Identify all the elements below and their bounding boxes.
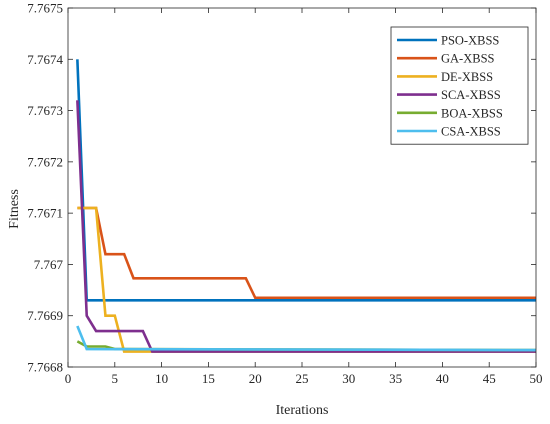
x-tick-label: 15	[202, 371, 215, 386]
y-axis-label: Fitness	[7, 189, 22, 229]
axes: 0 5 10 15 20 25 30 35 40 45 50 7.7668 7.7669 7.767 7.7…	[27, 1, 542, 387]
x-tick-label: 5	[112, 371, 119, 386]
y-tick-label: 7.7672	[27, 154, 63, 169]
x-tick-label: 40	[436, 371, 449, 386]
y-tick-label: 7.7673	[27, 103, 63, 118]
x-tick-label: 0	[65, 371, 72, 386]
x-tick-label: 35	[389, 371, 402, 386]
x-tick-label: 25	[296, 371, 309, 386]
y-tick-label: 7.7674	[27, 52, 63, 67]
x-tick-label: 30	[342, 371, 355, 386]
plot-area	[76, 59, 537, 353]
x-tick-label: 10	[155, 371, 168, 386]
y-tick-label: 7.7671	[27, 206, 63, 221]
legend-label: SCA-XBSS	[441, 88, 501, 102]
series-line-6	[76, 325, 537, 352]
legend-box	[390, 26, 529, 145]
series-line-3	[77, 206, 536, 353]
x-tick-label: 20	[249, 371, 262, 386]
legend-label: CSA-XBSS	[441, 125, 501, 139]
legend-label: PSO-XBSS	[441, 34, 499, 48]
y-tick-label: 7.7675	[27, 1, 63, 16]
x-tick-label: 45	[483, 371, 496, 386]
legend: PSO-XBSS GA-XBSS DE-XBSS SCA-XBSS BOA-XBSS CS…	[390, 26, 529, 145]
y-tick-label: 7.767	[34, 257, 64, 272]
x-tick-label: 50	[530, 371, 543, 386]
legend-label: GA-XBSS	[441, 52, 495, 66]
y-tick-label: 7.7668	[27, 360, 63, 375]
y-tick-label: 7.7669	[27, 308, 63, 323]
x-axis-label: Iterations	[276, 403, 329, 418]
legend-label: BOA-XBSS	[441, 106, 503, 120]
legend-label: DE-XBSS	[441, 70, 493, 84]
series-line-2	[77, 206, 536, 300]
series-line-4	[76, 100, 536, 353]
